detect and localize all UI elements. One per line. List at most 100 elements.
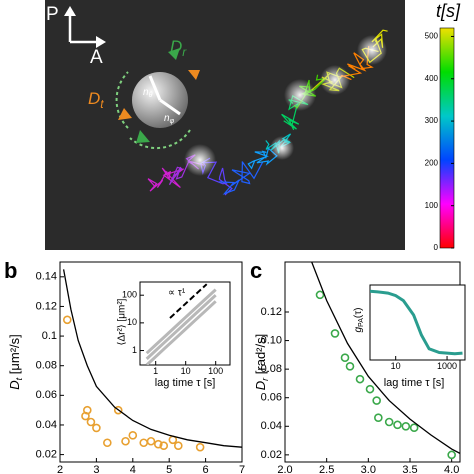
data-point: [62, 315, 72, 325]
colorbar-tick-label: 500: [425, 32, 439, 41]
colorbar-tick-label: 300: [425, 116, 439, 125]
x-tick-label: 10: [181, 366, 191, 376]
data-point: [83, 405, 92, 415]
y-tick-label: 0.1: [42, 330, 57, 342]
x-tick-label: 4: [130, 464, 136, 474]
symbol: D: [88, 89, 100, 108]
y-tick-label: 10: [127, 317, 137, 327]
y-tick-label: 0.12: [36, 300, 57, 312]
y-tick-label: 0.06: [261, 392, 282, 404]
arrow-head: [96, 36, 106, 48]
data-point: [153, 439, 163, 449]
symbol: n: [164, 113, 170, 124]
arrow-head: [118, 108, 132, 120]
x-tick-label: 3: [93, 464, 99, 474]
symbol: n: [143, 87, 149, 98]
subscript: φ: [170, 118, 175, 125]
x-tick-label: 10: [391, 361, 401, 371]
x-tick-label: 1: [153, 366, 158, 376]
polarizer-label: P: [46, 4, 59, 25]
particle-image: [270, 136, 294, 160]
particle-image: [284, 79, 316, 111]
data-line: [311, 262, 460, 454]
inset-x-label: lag time τ [s]: [384, 377, 445, 389]
inset-x-label: lag time τ [s]: [155, 377, 216, 389]
colorbar-tick-label: 400: [425, 74, 439, 83]
arrow-head: [136, 130, 150, 143]
y-axis-label: Dr [rad²/s]: [253, 334, 270, 390]
x-tick-label: 3.5: [402, 464, 417, 474]
y-tick-label: 0.02: [36, 448, 57, 460]
subscript: r: [260, 377, 270, 381]
symbol: D: [253, 381, 268, 390]
data-line: [370, 289, 463, 356]
colorbar-title: t[s]: [436, 1, 461, 21]
data-point: [92, 423, 101, 433]
x-tick-label: 3.0: [361, 464, 376, 474]
x-tick-label: 1000: [437, 361, 457, 371]
arrow-head: [168, 48, 180, 60]
subscript: t: [100, 97, 104, 111]
data-point: [365, 384, 375, 394]
colorbar-tick-label: 200: [425, 158, 439, 167]
unit: (τ): [353, 307, 364, 318]
data-point: [384, 417, 394, 427]
data-point: [345, 361, 355, 371]
trajectory-segment: [247, 147, 278, 170]
orientation-axis: [159, 98, 181, 116]
y-tick-label: 0.02: [261, 449, 282, 461]
x-tick-label: 5: [166, 464, 172, 474]
x-tick-label: 2.5: [319, 464, 334, 474]
data-point: [121, 436, 130, 446]
data-line: [145, 300, 217, 365]
axis-label: nφ: [164, 113, 175, 125]
data-point: [174, 441, 183, 451]
particle-image: [320, 65, 350, 95]
arrow-head: [64, 6, 76, 16]
inset-y-label: ⟨Δr²⟩ [μm²]: [117, 298, 128, 345]
trajectory-segment: [147, 167, 184, 192]
x-tick-label: 2: [57, 464, 63, 474]
colorbar-tick-label: 0: [434, 243, 439, 252]
data-point: [372, 396, 381, 405]
rotation-arc: [115, 71, 129, 129]
symbol: D: [7, 380, 22, 389]
data-line: [62, 269, 242, 448]
colorbar-tick-label: 100: [425, 201, 439, 210]
unit: [rad²/s]: [253, 334, 268, 378]
particle-image: [357, 35, 387, 65]
y-tick-label: 1: [132, 345, 137, 355]
y-tick-label: 0.08: [36, 360, 57, 372]
data-point: [374, 413, 383, 423]
x-tick-label: 100: [208, 366, 223, 376]
y-tick-label: 0.04: [261, 420, 282, 432]
symbol: D: [170, 37, 182, 56]
rotational-diffusion-label: Dr: [170, 37, 187, 59]
unit: [μm²/s]: [7, 334, 22, 378]
data-point: [159, 441, 169, 451]
data-point: [355, 374, 365, 384]
inset-y-label: gPA(τ): [353, 307, 365, 332]
y-tick-label: 0.04: [36, 419, 57, 431]
translational-diffusion-label: Dt: [88, 89, 104, 111]
y-tick-label: 0.06: [36, 389, 57, 401]
data-point: [195, 442, 205, 452]
symbol: g: [353, 327, 364, 333]
data-point: [393, 420, 402, 430]
annotation: ∝ τ¹: [168, 288, 186, 299]
subscript: r: [182, 45, 187, 59]
subscript: PA: [358, 318, 365, 327]
axis-label: nθ: [143, 87, 153, 99]
data-point: [128, 431, 138, 440]
panel-label: b: [4, 258, 17, 283]
arrow-head: [188, 70, 200, 80]
data-point: [113, 405, 123, 415]
subscript: t: [14, 377, 24, 380]
data-point: [330, 329, 340, 338]
data-point: [401, 421, 411, 431]
y-tick-label: 0.14: [36, 271, 57, 283]
x-tick-label: 6: [203, 464, 209, 474]
subscript: θ: [149, 92, 153, 99]
data-point: [315, 290, 325, 300]
